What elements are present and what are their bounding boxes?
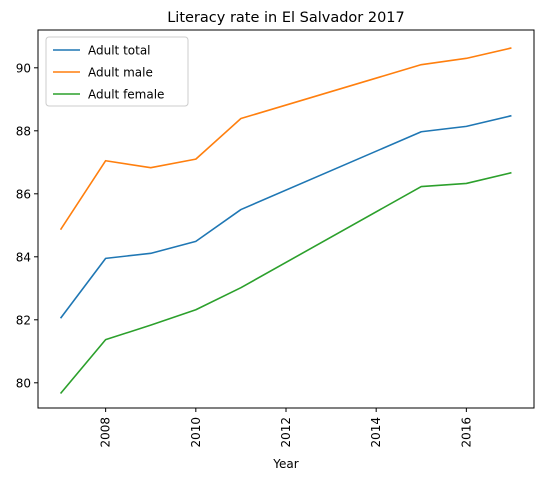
x-tick-label: 2012 (279, 417, 293, 448)
y-axis-ticks: 80 82 84 86 88 90 (16, 61, 38, 390)
legend: Adult total Adult male Adult female (45, 36, 189, 107)
legend-label: Adult total (88, 44, 151, 58)
series-lines (59, 47, 512, 395)
series-line-adult-male (59, 47, 512, 231)
x-tick-label: 2008 (99, 417, 113, 448)
y-tick-label: 86 (16, 187, 31, 201)
x-tick-label: 2014 (369, 417, 383, 448)
legend-box (45, 36, 189, 107)
legend-label: Adult male (88, 66, 153, 80)
x-tick-label: 2016 (459, 417, 473, 448)
plot-frame (37, 29, 535, 409)
y-tick-label: 90 (16, 61, 31, 75)
y-tick-label: 82 (16, 313, 31, 327)
y-tick-label: 84 (16, 250, 31, 264)
y-tick-label: 88 (16, 124, 31, 138)
y-tick-label: 80 (16, 376, 31, 390)
x-axis-ticks: 2008 2010 2012 2014 2016 (99, 408, 473, 448)
chart-title: Literacy rate in El Salvador 2017 (167, 10, 405, 26)
legend-label: Adult female (88, 88, 164, 102)
x-tick-label: 2010 (189, 417, 203, 448)
x-axis-label: Year (272, 457, 298, 471)
series-line-adult-female (59, 171, 512, 395)
series-line-adult-total (59, 114, 512, 319)
